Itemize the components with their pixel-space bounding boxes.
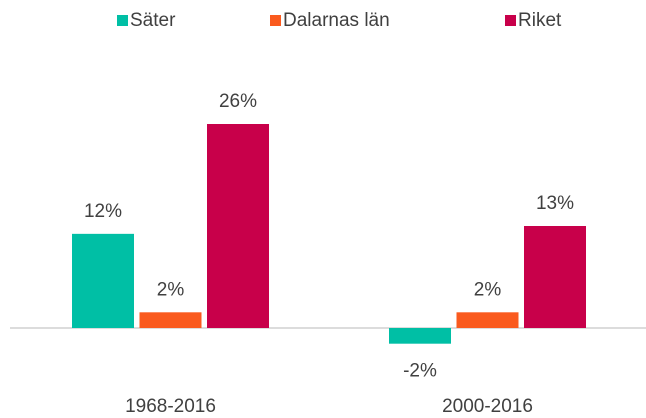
data-label: 12%: [84, 201, 122, 222]
legend-label: Dalarnas län: [283, 10, 390, 31]
bar: [207, 124, 269, 328]
data-label: -2%: [403, 361, 437, 382]
legend-swatch: [270, 15, 281, 26]
legend-swatch: [505, 15, 516, 26]
bar: [389, 328, 451, 344]
bar: [456, 312, 519, 328]
x-tick-label: 2000-2016: [442, 396, 533, 417]
bar: [139, 312, 202, 328]
bar: [524, 226, 586, 328]
legend-swatch: [117, 15, 128, 26]
bar: [72, 233, 134, 328]
legend-label: Riket: [518, 10, 562, 31]
x-tick-label: 1968-2016: [125, 396, 216, 417]
data-label: 26%: [219, 91, 257, 112]
data-label: 2%: [474, 279, 502, 300]
data-label: 13%: [536, 193, 574, 214]
legend-label: Säter: [130, 10, 176, 31]
data-label: 2%: [157, 279, 185, 300]
